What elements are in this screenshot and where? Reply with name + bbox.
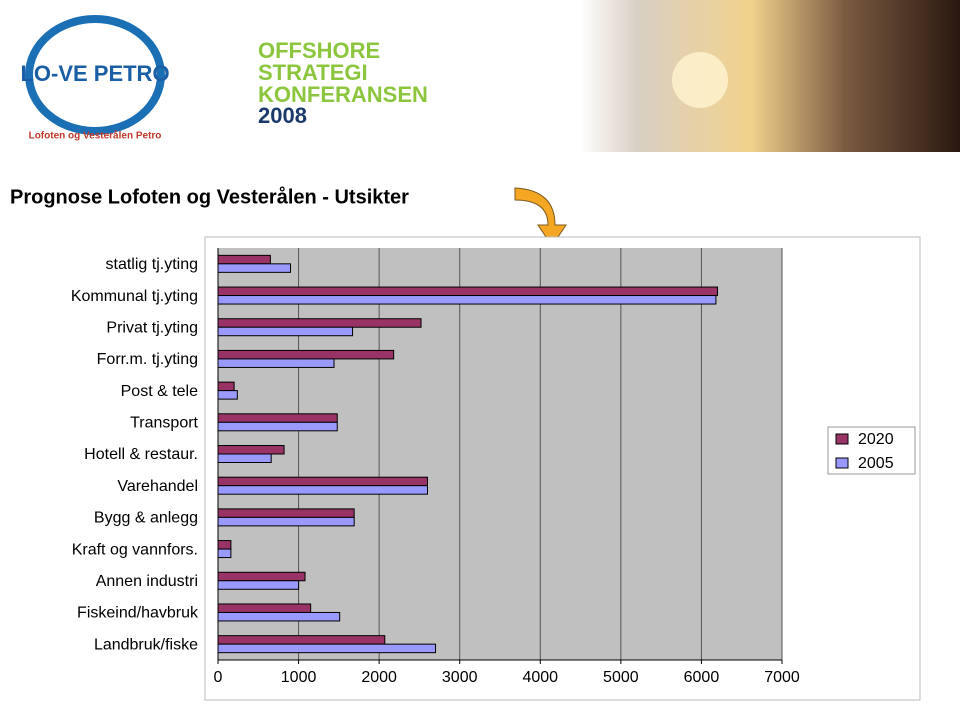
- bar: [217, 318, 422, 328]
- legend-swatch: [835, 457, 849, 469]
- bar: [217, 540, 232, 550]
- logo: LO-VE PETRO Lofoten og Vesterålen Petro: [20, 15, 170, 142]
- conference-line: STRATEGI: [258, 60, 368, 85]
- bar: [217, 349, 395, 360]
- logo-subtitle: Lofoten og Vesterålen Petro: [29, 130, 162, 142]
- bar: [217, 295, 717, 305]
- legend-label: 2020: [858, 431, 894, 448]
- bar: [217, 548, 232, 559]
- bar: [217, 390, 238, 400]
- header-photo: [580, 0, 960, 152]
- y-tick-label: Varehandel: [117, 478, 198, 495]
- y-tick-label: Fiskeind/havbruk: [77, 605, 199, 622]
- x-tick-label: 1000: [281, 669, 317, 686]
- bar: [217, 508, 355, 518]
- bar: [217, 254, 271, 265]
- x-tick-label: 2000: [361, 669, 397, 686]
- x-tick-label: 6000: [684, 669, 720, 686]
- bar: [217, 453, 272, 463]
- y-tick-label: Bygg & anlegg: [94, 510, 198, 527]
- y-tick-label: Transport: [130, 415, 198, 432]
- y-tick-label: Annen industri: [96, 573, 198, 590]
- bar: [217, 611, 341, 622]
- y-tick-label: statlig tj.yting: [106, 256, 198, 273]
- bar: [217, 643, 437, 654]
- conference-line: OFFSHORE: [258, 38, 380, 63]
- bar: [217, 485, 428, 495]
- conference-year: 2008: [258, 103, 307, 128]
- bar: [217, 381, 235, 392]
- slide-title: Prognose Lofoten og Vesterålen - Utsikte…: [10, 185, 409, 208]
- bar: [217, 516, 355, 527]
- logo-inner: [33, 23, 157, 127]
- y-tick-label: Forr.m. tj.yting: [97, 351, 198, 368]
- conference-line: KONFERANSEN: [258, 82, 428, 107]
- bar: [217, 286, 719, 297]
- bar: [217, 421, 338, 432]
- x-tick-label: 4000: [522, 669, 558, 686]
- conference-logo: OFFSHORE STRATEGI KONFERANSEN 2008: [258, 38, 428, 128]
- bar: [217, 358, 335, 368]
- legend-label: 2005: [858, 455, 894, 472]
- photo-sun: [672, 52, 728, 108]
- y-tick-label: Post & tele: [121, 383, 198, 400]
- x-tick-label: 3000: [442, 669, 478, 686]
- x-tick-label: 7000: [764, 669, 800, 686]
- plot-area: [218, 248, 782, 660]
- bar: [217, 476, 428, 487]
- bar: [217, 445, 285, 455]
- bar: [217, 571, 306, 582]
- bar: [217, 263, 292, 273]
- y-tick-label: Kraft og vannfors.: [72, 541, 198, 558]
- legend-swatch: [835, 433, 849, 445]
- bar: [217, 326, 354, 337]
- x-tick-label: 0: [214, 669, 223, 686]
- y-tick-label: Privat tj.yting: [106, 319, 198, 336]
- bar: [217, 580, 300, 590]
- x-tick-label: 5000: [603, 669, 639, 686]
- bar: [217, 413, 338, 423]
- chart: 0 1000 2000 3000 4000 5000 6000 7000 statlig tj.…: [71, 248, 916, 686]
- bar: [217, 635, 386, 645]
- y-tick-label: Hotell & restaur.: [84, 446, 198, 463]
- y-tick-label: Landbruk/fiske: [94, 636, 198, 653]
- logo-text: LO-VE PETRO: [20, 61, 169, 86]
- bar: [217, 603, 312, 613]
- y-tick-label: Kommunal tj.yting: [71, 288, 198, 305]
